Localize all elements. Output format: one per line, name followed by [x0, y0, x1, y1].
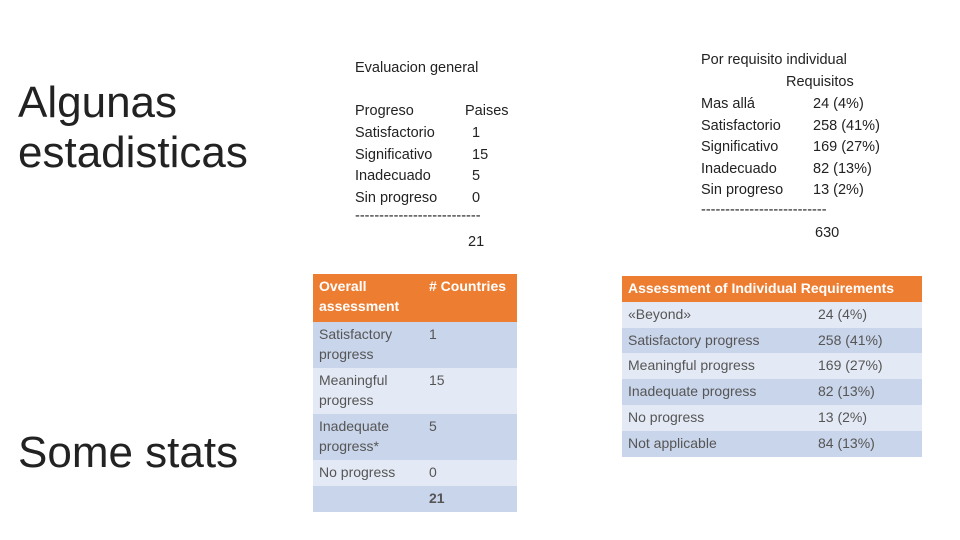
separator: --------------------------: [355, 208, 481, 224]
row-label: Significativo: [701, 139, 779, 156]
table-header: # Countries: [423, 274, 517, 322]
table-cell: Meaningful progress: [313, 368, 423, 414]
table-cell: 13 (2%): [812, 405, 922, 431]
table-cell: Meaningful progress: [622, 353, 812, 380]
table-cell: 0: [423, 460, 517, 486]
header-cell: Paises: [465, 103, 509, 119]
row-value: 82 (13%): [813, 160, 872, 177]
table-cell: Inadequate progress: [622, 379, 812, 405]
row-value: 1: [472, 125, 481, 141]
row-value: 5: [472, 168, 481, 185]
row-value: 13 (2%): [813, 182, 864, 199]
table-cell: No progress: [622, 405, 812, 431]
title-en: Some stats: [18, 428, 239, 477]
table-cell: «Beyond»: [622, 301, 812, 328]
table-header: Assessment of Individual Requirements: [622, 276, 922, 302]
row-label: Mas allá: [701, 96, 755, 112]
heading: Por requisito individual: [701, 52, 847, 68]
row-value: 0: [472, 190, 481, 207]
table-cell: 5: [423, 414, 517, 460]
table-cell: 258 (41%): [812, 327, 922, 354]
table-cell: 1: [423, 322, 517, 368]
row-label: Satisfactorio: [355, 125, 435, 141]
row-value: 169 (27%): [813, 139, 880, 156]
table-cell: 24 (4%): [812, 301, 922, 328]
table-cell: 15: [423, 368, 517, 414]
row-label: Significativo: [355, 146, 433, 163]
separator: --------------------------: [701, 202, 827, 218]
row-label: Sin progreso: [355, 190, 438, 207]
total: 630: [815, 225, 840, 241]
row-label: Inadecuado: [701, 160, 777, 177]
row-value: 24 (4%): [813, 96, 864, 112]
heading: Evaluacion general: [355, 60, 479, 76]
table-cell: 82 (13%): [812, 379, 922, 405]
header-cell: Progreso: [355, 103, 414, 119]
table-cell: 169 (27%): [812, 353, 922, 380]
row-value: 258 (41%): [813, 117, 880, 134]
subheading: Requisitos: [786, 74, 854, 90]
table-cell: Satisfactory progress: [622, 327, 812, 354]
table-cell: Satisfactory progress: [313, 322, 423, 368]
row-label: Satisfactorio: [701, 117, 781, 134]
total: 21: [468, 234, 485, 250]
table-cell: No progress: [313, 460, 423, 486]
row-value: 15: [472, 146, 489, 163]
row-label: Sin progreso: [701, 182, 784, 199]
table-cell: Not applicable: [622, 430, 812, 457]
table-cell: Inadequate progress*: [313, 414, 423, 460]
row-label: Inadecuado: [355, 168, 431, 185]
title-es: Algunas estadisticas: [18, 78, 248, 177]
table-total: 21: [423, 486, 517, 512]
table-header: Overall assessment: [313, 274, 423, 322]
table-cell: [313, 486, 423, 512]
table-cell: 84 (13%): [812, 430, 922, 457]
